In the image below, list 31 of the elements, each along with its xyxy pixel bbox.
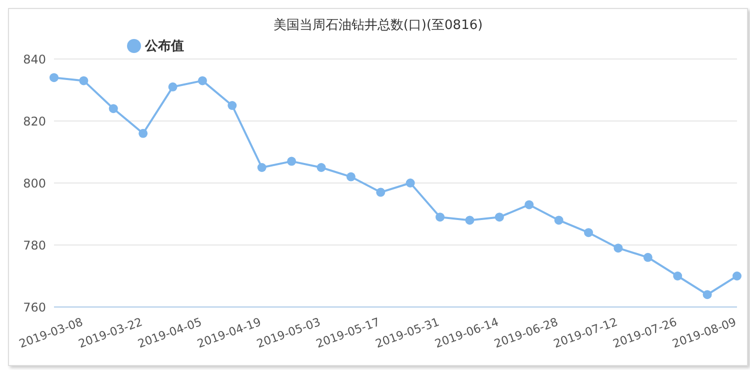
point	[316, 163, 326, 172]
legend-label: 公布值	[145, 39, 184, 54]
point	[50, 73, 58, 82]
point	[465, 216, 474, 225]
point	[228, 101, 237, 110]
point	[554, 216, 564, 225]
point	[198, 76, 207, 86]
point	[287, 156, 296, 166]
point	[494, 212, 504, 222]
point	[584, 228, 594, 238]
point	[138, 128, 148, 138]
point	[702, 290, 712, 300]
point	[732, 272, 742, 280]
point	[346, 172, 356, 182]
chart-title: 美国当周石油钻井总数(口)(至0816)	[272, 17, 484, 34]
point	[436, 212, 445, 222]
point	[614, 244, 623, 253]
point	[168, 82, 178, 92]
point	[79, 76, 88, 86]
point	[257, 163, 266, 172]
y-tick-label: 780	[23, 238, 46, 252]
point	[376, 188, 386, 197]
y-tick-label: 760	[23, 300, 46, 314]
y-tick-label: 820	[23, 114, 46, 128]
point	[524, 200, 534, 210]
y-tick-label: 800	[23, 176, 46, 190]
point	[673, 272, 682, 280]
point	[108, 104, 118, 114]
y-tick-label: 840	[23, 52, 46, 66]
point	[406, 178, 415, 188]
point	[643, 252, 652, 262]
